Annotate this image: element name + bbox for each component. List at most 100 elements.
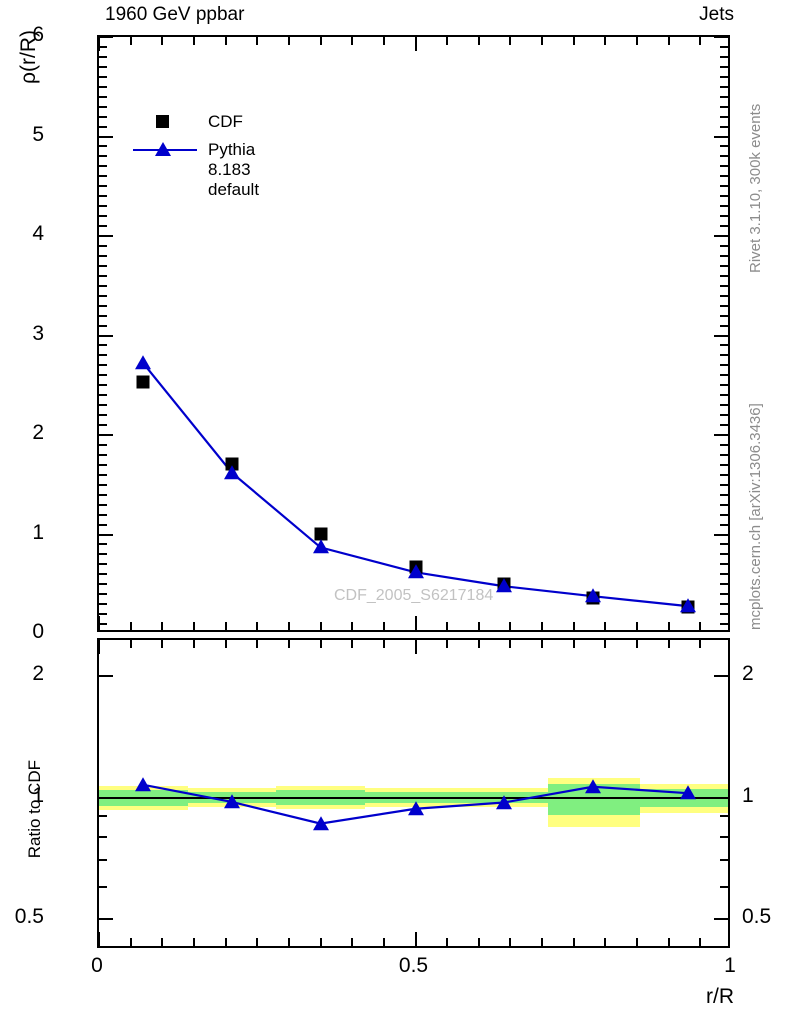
ratio-y-tick-major (714, 918, 728, 921)
ratio-x-tick-major (99, 640, 100, 654)
main-y-tick-minor (720, 503, 728, 506)
main-x-tick-minor (636, 622, 639, 630)
ratio-y-tick-label: 1 (742, 783, 754, 807)
main-y-tick-major (99, 334, 113, 337)
main-y-tick-minor (720, 414, 728, 417)
main-y-tick-minor (720, 105, 728, 108)
main-x-tick-major (414, 37, 417, 51)
main-y-tick-minor (99, 155, 107, 158)
ratio-x-tick-minor (192, 640, 195, 648)
main-x-tick-minor (129, 37, 132, 45)
main-y-tick-minor (720, 453, 728, 456)
main-x-tick-minor (446, 622, 449, 630)
main-x-tick-minor (572, 622, 575, 630)
main-y-tick-minor (99, 543, 107, 546)
ratio-x-tick-minor (667, 640, 670, 648)
ratio-y-tick-label: 1 (32, 783, 44, 807)
main-x-tick-minor (256, 37, 259, 45)
main-y-tick-minor (99, 314, 107, 317)
ratio-y-tick-label: 2 (742, 661, 754, 685)
legend-marker-triangle-line (130, 136, 200, 162)
main-y-tick-minor (99, 115, 107, 118)
main-x-tick-minor (161, 37, 164, 45)
ratio-point-pythia (312, 815, 329, 830)
ratio-y-tick-minor (99, 886, 107, 889)
main-x-tick-minor (351, 37, 354, 45)
ratio-y-tick-minor (720, 835, 728, 838)
main-y-tick-minor (720, 513, 728, 516)
main-y-tick-minor (720, 374, 728, 377)
ratio-x-tick-minor (224, 938, 227, 946)
main-y-tick-minor (720, 543, 728, 546)
main-y-tick-major (714, 334, 728, 337)
main-y-tick-minor (99, 75, 107, 78)
main-x-tick-minor (509, 622, 512, 630)
main-x-tick-minor (572, 37, 575, 45)
main-y-tick-minor (99, 513, 107, 516)
main-y-tick-minor (99, 165, 107, 168)
main-y-tick-minor (99, 145, 107, 148)
data-point-pythia (584, 588, 601, 603)
main-y-tick-major (99, 533, 113, 536)
main-x-tick-minor (541, 37, 544, 45)
ratio-y-tick-major (714, 674, 728, 677)
main-x-tick-minor (541, 622, 544, 630)
main-y-tick-minor (720, 145, 728, 148)
ratio-x-tick-minor (572, 938, 575, 946)
main-y-tick-minor (99, 613, 107, 616)
main-y-tick-minor (720, 155, 728, 158)
ratio-point-pythia (135, 777, 152, 792)
main-y-tick-minor (99, 244, 107, 247)
ratio-x-tick-minor (319, 640, 322, 648)
main-y-tick-minor (99, 95, 107, 98)
main-x-tick-minor (224, 622, 227, 630)
main-x-tick-minor (604, 622, 607, 630)
main-y-tick-minor (720, 324, 728, 327)
main-y-tick-minor (720, 573, 728, 576)
ratio-x-tick-minor (129, 938, 132, 946)
main-y-tick-minor (720, 215, 728, 218)
main-y-tick-minor (720, 274, 728, 277)
main-plot-panel (97, 35, 730, 632)
main-y-tick-major (714, 235, 728, 237)
ratio-y-tick-label: 0.5 (14, 905, 44, 929)
main-y-tick-minor (99, 274, 107, 277)
main-y-tick-minor (720, 225, 728, 228)
main-y-tick-minor (720, 304, 728, 307)
main-x-tick-minor (224, 37, 227, 45)
main-y-tick-minor (720, 244, 728, 247)
main-y-tick-minor (720, 463, 728, 466)
ratio-x-tick-minor (636, 640, 639, 648)
main-y-tick-minor (99, 185, 107, 188)
main-x-tick-minor (667, 622, 670, 630)
main-y-tick-minor (720, 185, 728, 188)
analysis-group-label: Jets (699, 4, 734, 25)
ratio-x-tick-minor (477, 938, 480, 946)
ratio-point-pythia (496, 794, 513, 809)
main-y-tick-minor (99, 483, 107, 486)
ratio-x-tick-minor (509, 640, 512, 648)
ratio-x-tick-minor (287, 938, 290, 946)
ratio-x-tick-minor (161, 640, 164, 648)
main-y-tick-minor (99, 364, 107, 367)
main-y-tick-label: 2 (32, 421, 44, 444)
main-x-tick-minor (287, 37, 290, 45)
main-x-tick-minor (382, 37, 385, 45)
main-y-tick-minor (99, 384, 107, 387)
main-y-tick-minor (720, 314, 728, 317)
ratio-x-tick-minor (446, 938, 449, 946)
main-y-tick-minor (720, 284, 728, 287)
data-point-cdf (136, 375, 150, 389)
main-y-tick-minor (99, 105, 107, 108)
main-y-tick-minor (720, 95, 728, 98)
mcplots-source-caption: mcplots.cern.ch [arXiv:1306.3436] (747, 403, 764, 630)
main-y-tick-minor (99, 563, 107, 566)
ratio-x-tick-minor (192, 938, 195, 946)
x-axis-title: r/R (706, 985, 734, 1008)
main-x-tick-minor (699, 622, 702, 630)
main-y-tick-minor (99, 374, 107, 377)
main-y-tick-minor (99, 414, 107, 417)
ratio-x-tick-minor (382, 640, 385, 648)
main-y-tick-major (99, 434, 113, 436)
main-y-tick-label: 0 (32, 620, 44, 643)
